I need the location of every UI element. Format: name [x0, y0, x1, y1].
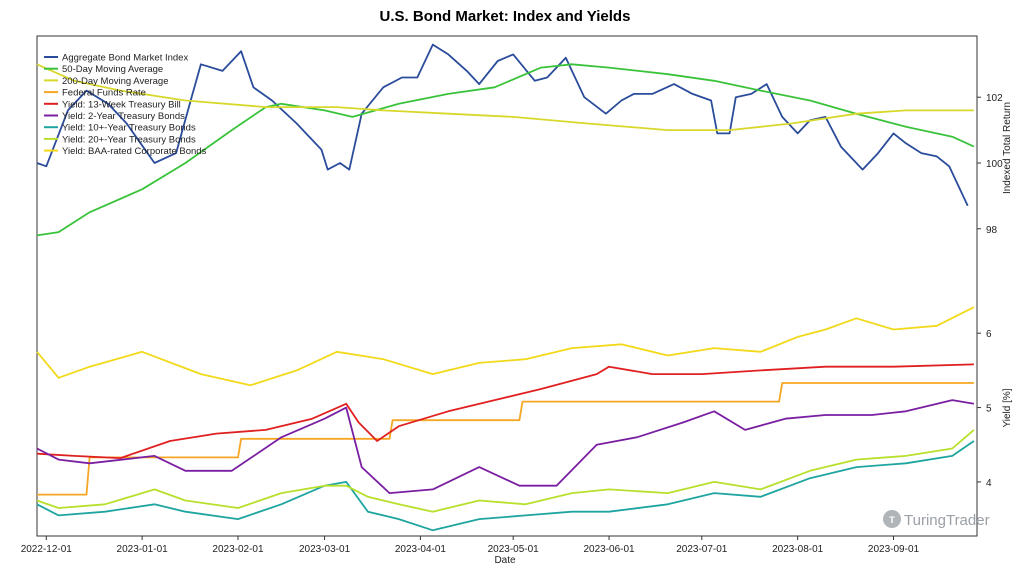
x-axis: 2022-12-01 2023-01-01 2023-02-01 2023-03-01… — [21, 536, 920, 555]
chart-title: U.S. Bond Market: Index and Yields — [380, 8, 631, 25]
series-line-yield-2-year-treasury-bonds — [36, 399, 975, 495]
legend-label: Aggregate Bond Market Index — [62, 53, 188, 64]
series-lines — [36, 43, 975, 532]
y-axis-upper: 98 100 102 — [977, 93, 1003, 236]
legend-label: Yield: 20+-Year Treasury Bonds — [62, 134, 196, 145]
watermark: T TuringTrader — [883, 510, 990, 529]
x-tick-label: 2022-12-01 — [21, 544, 73, 555]
series-line-yield-13-week-treasury-bill — [36, 363, 974, 460]
legend-label: Federal Funds Rate — [62, 88, 146, 99]
x-tick-label: 2023-07-01 — [676, 544, 728, 555]
plot-frame — [36, 35, 978, 537]
series-line-yield-10-year-treasury-bonds — [36, 440, 975, 532]
legend-label: Yield: 2-Year Treasury Bonds — [62, 111, 185, 122]
y-tick-label: 102 — [986, 93, 1003, 104]
watermark-logo-icon — [883, 510, 901, 528]
series-line-50-day-moving-average — [36, 63, 975, 237]
legend-label: 200-Day Moving Average — [62, 76, 169, 87]
legend-label: Yield: 13-Week Treasury Bill — [62, 99, 181, 110]
x-tick-label: 2023-02-01 — [212, 544, 264, 555]
y-tick-label: 100 — [986, 159, 1003, 170]
series-line-200-day-moving-average — [36, 63, 974, 132]
y-tick-label: 5 — [986, 404, 992, 415]
legend-label: Yield: BAA-rated Corporate Bonds — [62, 146, 207, 157]
x-tick-label: 2023-03-01 — [299, 544, 351, 555]
x-axis-label: Date — [494, 555, 516, 566]
legend-label: Yield: 10+-Year Treasury Bonds — [62, 123, 196, 134]
y-tick-label: 6 — [986, 329, 992, 340]
y-tick-label: 4 — [986, 478, 992, 489]
y-axis-label-upper: Indexed Total Return — [1002, 102, 1013, 194]
x-tick-label: 2023-06-01 — [583, 544, 635, 555]
x-tick-label: 2023-09-01 — [868, 544, 920, 555]
x-tick-label: 2023-01-01 — [117, 544, 169, 555]
legend-label: 50-Day Moving Average — [62, 64, 163, 75]
x-tick-label: 2023-05-01 — [488, 544, 540, 555]
series-line-yield-baa-rated-corporate-bonds — [36, 306, 975, 387]
series-line-federal-funds-rate — [37, 382, 974, 496]
x-tick-label: 2023-04-01 — [395, 544, 447, 555]
y-axis-lower: 4 5 6 — [977, 329, 992, 489]
y-tick-label: 98 — [986, 225, 998, 236]
y-axis-label-lower: Yield [%] — [1002, 388, 1013, 427]
watermark-logo-glyph: T — [889, 515, 895, 525]
watermark-text: TuringTrader — [904, 512, 990, 529]
series-line-yield-20-year-treasury-bonds — [36, 429, 975, 513]
x-tick-label: 2023-08-01 — [772, 544, 824, 555]
